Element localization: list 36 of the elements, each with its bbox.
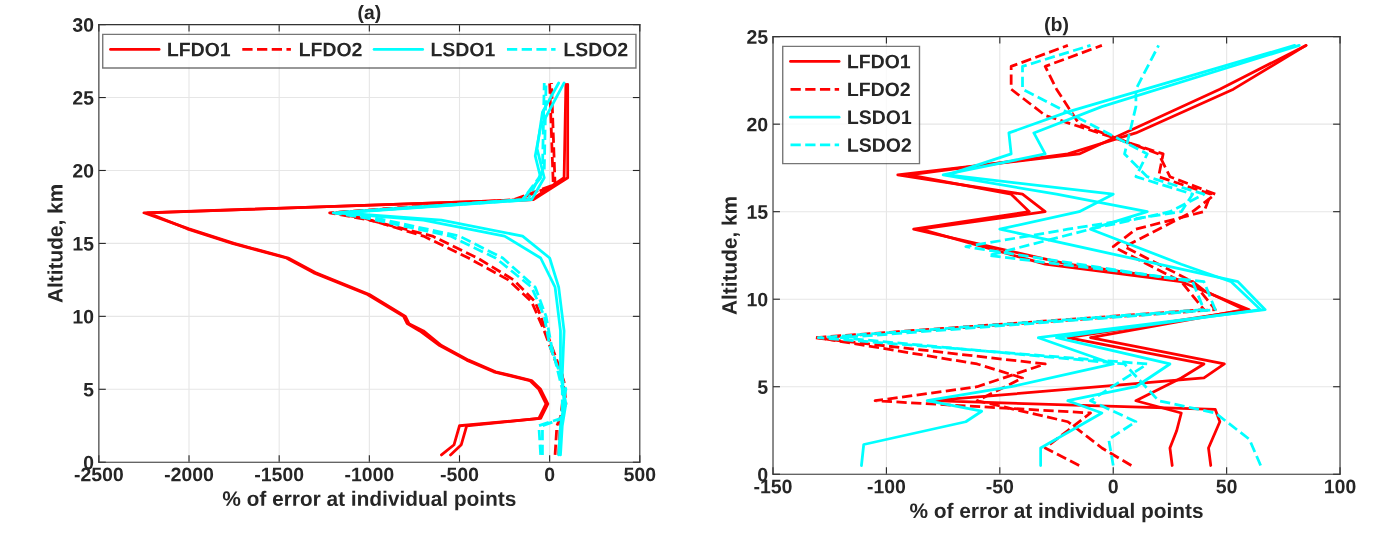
y-tick-label: 15 — [73, 237, 94, 251]
y-tick-label: 15 — [747, 205, 768, 219]
x-tick-label: 100 — [1325, 479, 1356, 494]
x-axis-title: % of error at individual points — [910, 502, 1203, 523]
legend-label: LFDO1 — [168, 42, 231, 57]
y-axis-title: Altitude, km — [47, 185, 66, 303]
x-tick-label: 50 — [1216, 479, 1237, 494]
legend-label: LSDO2 — [848, 138, 911, 152]
x-tick-label: 0 — [1108, 479, 1118, 494]
x-tick-label: -100 — [867, 479, 906, 494]
y-tick-label: 5 — [757, 380, 768, 394]
y-axis-title: Altitude, km — [721, 197, 740, 315]
legend-label: LSDO1 — [848, 110, 912, 125]
y-tick-label: 10 — [73, 309, 94, 324]
legend-label: LFDO2 — [848, 82, 910, 97]
chart-title: (b) — [1045, 17, 1068, 36]
x-axis-title: % of error at individual points — [222, 490, 516, 511]
x-tick-label: 0 — [545, 467, 555, 482]
x-tick-label: -2000 — [164, 467, 214, 482]
chart-title: (a) — [358, 4, 381, 24]
y-tick-label: 30 — [72, 18, 94, 32]
y-tick-label: 25 — [747, 30, 768, 44]
x-tick-label: 500 — [624, 467, 656, 482]
y-tick-label: 20 — [73, 163, 94, 178]
y-tick-label: 20 — [747, 117, 768, 132]
x-tick-label: -500 — [440, 467, 479, 482]
legend-label: LSDO2 — [564, 42, 628, 57]
y-tick-label: 5 — [83, 382, 94, 397]
x-tick-label: -1000 — [345, 467, 394, 482]
y-tick-label: 10 — [747, 292, 768, 307]
legend-label: LFDO1 — [848, 54, 911, 69]
x-tick-label: -50 — [986, 479, 1014, 494]
legend-label: LSDO1 — [431, 42, 495, 57]
y-tick-label: 25 — [73, 91, 94, 105]
x-tick-label: -1500 — [255, 467, 304, 482]
legend-label: LFDO2 — [299, 42, 362, 57]
